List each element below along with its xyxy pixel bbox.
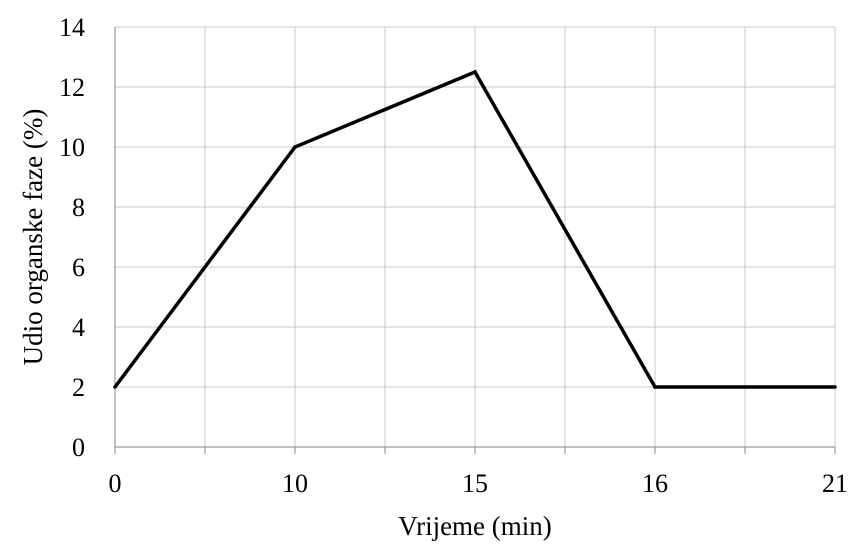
tick-labels: 0 2 4 6 8 10 12 14 0 10 15 16 21 bbox=[59, 13, 848, 498]
y-tick-label: 6 bbox=[72, 253, 85, 282]
y-tick-label: 10 bbox=[59, 133, 85, 162]
x-axis-title: Vrijeme (min) bbox=[398, 511, 552, 541]
data-point bbox=[473, 70, 477, 74]
x-tick-label: 21 bbox=[822, 469, 848, 498]
data-point bbox=[833, 385, 837, 389]
data-point bbox=[293, 145, 297, 149]
y-tick-label: 4 bbox=[72, 313, 85, 342]
y-axis-title: Udio organske faze (%) bbox=[18, 109, 48, 366]
x-tick-label: 10 bbox=[282, 469, 308, 498]
x-tick-label: 16 bbox=[642, 469, 668, 498]
axes bbox=[114, 27, 836, 454]
y-tick-label: 12 bbox=[59, 73, 85, 102]
y-tick-label: 8 bbox=[72, 193, 85, 222]
series-layer bbox=[113, 69, 837, 389]
y-tick-label: 14 bbox=[59, 13, 85, 42]
data-point bbox=[653, 385, 657, 389]
x-tick-label: 0 bbox=[109, 469, 122, 498]
grid bbox=[115, 26, 836, 447]
y-tick-label: 0 bbox=[72, 433, 85, 462]
y-tick-label: 2 bbox=[72, 373, 85, 402]
data-point bbox=[113, 385, 117, 389]
x-tick-label: 15 bbox=[462, 469, 488, 498]
